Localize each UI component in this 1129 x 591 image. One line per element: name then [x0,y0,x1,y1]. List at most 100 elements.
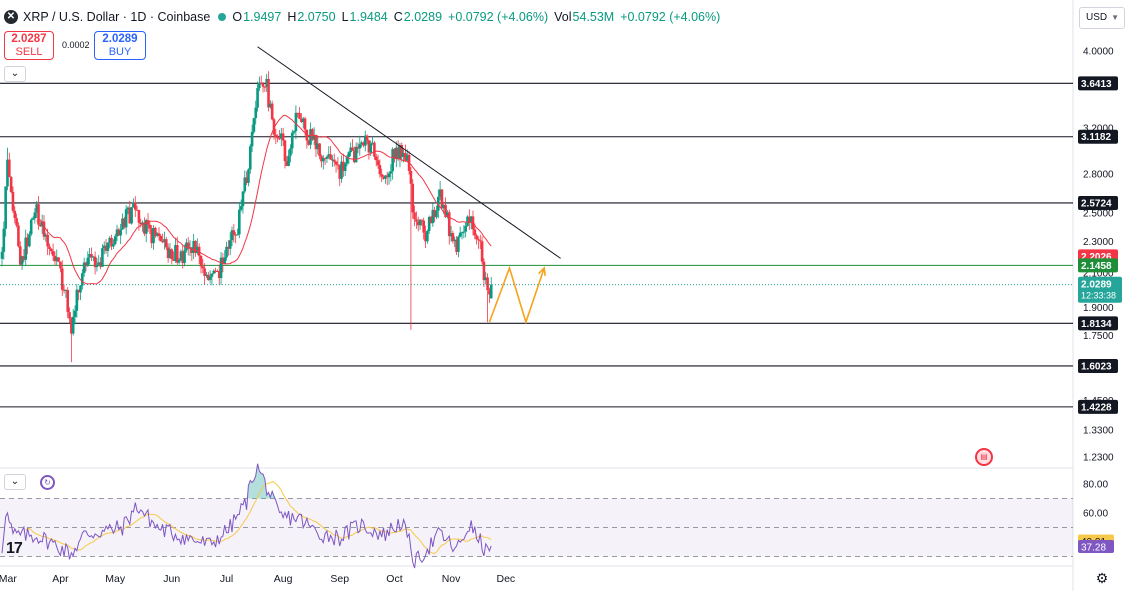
candle-body[interactable] [185,242,188,251]
candle-body[interactable] [395,147,398,159]
candle-body[interactable] [161,241,164,243]
candle-body[interactable] [422,220,425,233]
candle-body[interactable] [37,204,40,225]
candle-body[interactable] [239,206,243,210]
candle-body[interactable] [241,191,245,207]
candle-body[interactable] [126,207,130,210]
candle-body[interactable] [190,247,194,254]
currency-select[interactable]: USD ▼ [1079,7,1125,29]
candle-body[interactable] [356,146,360,149]
candle-body[interactable] [402,153,405,157]
candle-body[interactable] [438,189,442,197]
candle-body[interactable] [234,234,237,236]
candle-body[interactable] [389,171,393,174]
candle-body[interactable] [64,290,68,292]
buy-button[interactable]: 2.0289 BUY [94,31,146,60]
candle-body[interactable] [343,163,347,171]
candle-body[interactable] [294,112,298,132]
candle-body[interactable] [93,256,97,268]
candle-body[interactable] [478,240,482,242]
candle-body[interactable] [230,230,234,241]
candle-body[interactable] [9,176,13,192]
candle-body[interactable] [411,183,415,213]
candle-body[interactable] [431,209,435,224]
candle-body[interactable] [338,164,342,179]
candle-body[interactable] [415,219,418,222]
candle-body[interactable] [154,227,157,236]
candle-body[interactable] [354,146,358,163]
candle-body[interactable] [363,135,367,146]
candle-body[interactable] [172,259,175,261]
rsi-ma-line[interactable] [25,481,492,554]
candle-body[interactable] [225,246,228,258]
candle-body[interactable] [416,221,420,226]
candle-body[interactable] [181,251,185,264]
candle-body[interactable] [426,230,429,242]
candle-body[interactable] [380,174,384,177]
candle-body[interactable] [433,209,436,218]
candle-body[interactable] [70,318,73,334]
candle-body[interactable] [289,148,292,156]
event-marker-icon[interactable]: ▤ [971,447,997,466]
candle-body[interactable] [329,154,332,160]
candle-body[interactable] [453,239,457,242]
candle-body[interactable] [340,161,343,179]
candle-body[interactable] [175,245,179,263]
candle-body[interactable] [300,118,303,123]
candle-body[interactable] [141,222,144,225]
candle-body[interactable] [336,164,340,166]
candle-body[interactable] [245,177,248,183]
candle-body[interactable] [405,154,409,161]
candle-body[interactable] [376,160,380,166]
candle-body[interactable] [252,118,256,132]
candle-body[interactable] [365,135,369,141]
symbol-header[interactable]: ✕ XRP / U.S. Dollar · 1D · Coinbase O 1.9… [4,8,726,26]
candle-body[interactable] [480,241,484,262]
candle-body[interactable] [214,270,217,272]
candle-body[interactable] [287,155,290,166]
candle-body[interactable] [334,161,338,165]
moving-average-line[interactable] [36,114,492,285]
candle-body[interactable] [267,78,270,108]
candle-body[interactable] [124,209,128,228]
candle-body[interactable] [269,103,272,108]
collapse-legend-button[interactable]: ⌄ [4,66,26,82]
candle-body[interactable] [97,262,101,265]
candle-body[interactable] [112,244,115,247]
candle-body[interactable] [301,118,305,123]
candle-body[interactable] [121,218,124,230]
candle-body[interactable] [391,149,394,172]
candle-body[interactable] [455,239,458,252]
candle-body[interactable] [26,237,29,247]
candle-body[interactable] [378,165,382,175]
candle-body[interactable] [327,154,331,157]
candle-body[interactable] [132,202,135,208]
candle-body[interactable] [159,235,163,242]
candle-body[interactable] [166,247,170,259]
candle-body[interactable] [464,225,467,232]
candle-body[interactable] [0,251,4,259]
candle-body[interactable] [95,264,99,268]
candle-body[interactable] [219,257,223,279]
candle-body[interactable] [373,142,376,157]
candle-body[interactable] [265,78,268,87]
candle-body[interactable] [458,232,462,237]
candle-body[interactable] [210,273,214,277]
candle-body[interactable] [296,112,300,114]
candle-body[interactable] [232,230,236,235]
candle-body[interactable] [75,289,79,311]
candle-body[interactable] [62,289,66,291]
candle-body[interactable] [13,210,17,219]
candle-body[interactable] [117,229,121,236]
candle-body[interactable] [71,316,75,334]
candle-body[interactable] [292,131,296,133]
candle-body[interactable] [488,290,491,295]
candle-body[interactable] [290,132,294,149]
candle-body[interactable] [331,159,334,161]
candle-body[interactable] [168,249,172,259]
candle-body[interactable] [24,237,28,260]
candle-body[interactable] [57,257,60,262]
candle-body[interactable] [345,156,349,164]
candle-body[interactable] [460,232,464,234]
